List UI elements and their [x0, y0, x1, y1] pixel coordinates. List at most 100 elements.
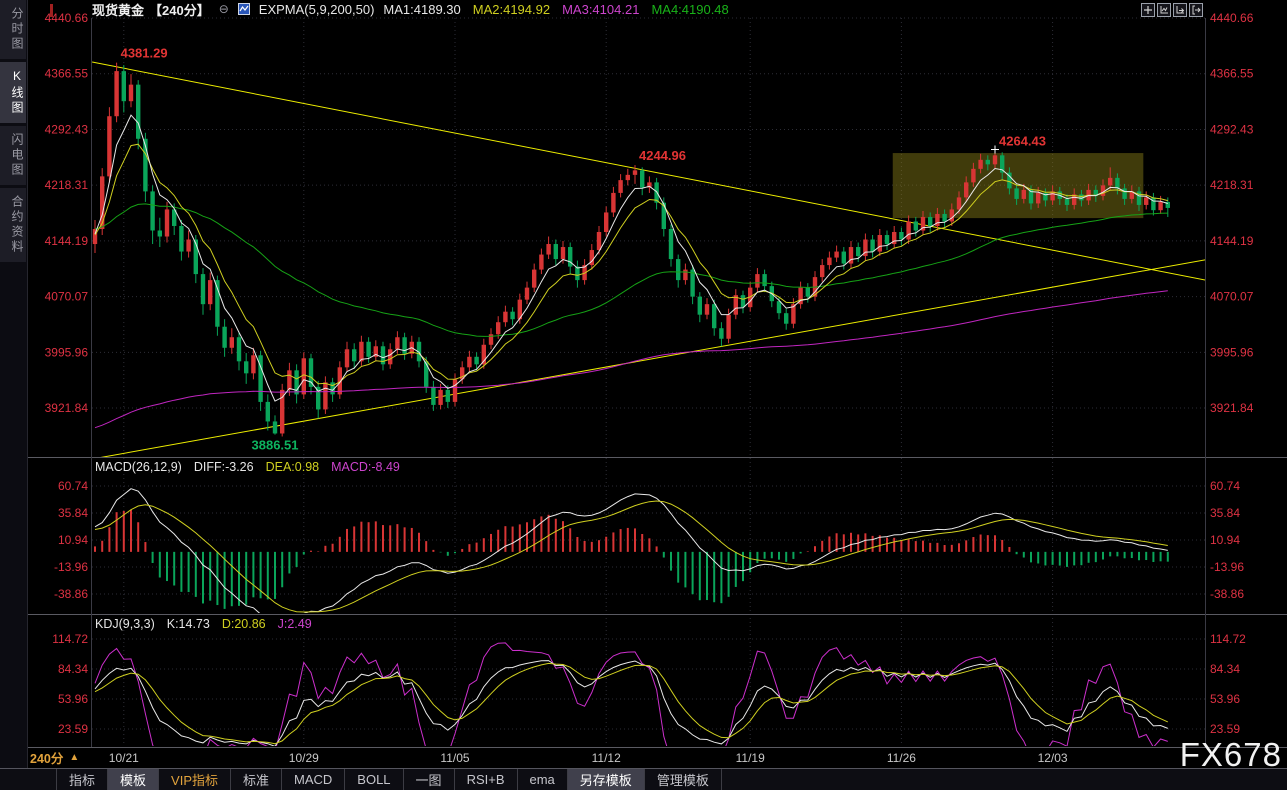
trend-line-0 [92, 61, 1205, 281]
kdj-title: KDJ(9,3,3) [95, 617, 155, 631]
toolbar-button-MACD[interactable]: MACD [282, 769, 346, 790]
svg-text:23.59: 23.59 [58, 722, 88, 736]
svg-text:4070.07: 4070.07 [45, 290, 89, 304]
trend-lines [92, 61, 1205, 457]
ema200-line [94, 290, 1168, 429]
svg-text:-38.86: -38.86 [1210, 587, 1244, 601]
svg-text:114.72: 114.72 [1210, 632, 1246, 646]
svg-text:4218.31: 4218.31 [1210, 178, 1254, 192]
date-label: 11/19 [736, 751, 765, 765]
svg-text:4381.29: 4381.29 [121, 46, 168, 61]
toolbar-button-一图[interactable]: 一图 [404, 769, 455, 790]
chart-header: 现货黄金 【240分】 ⊖ EXPMA(5,9,200,50) MA1:4189.… [92, 1, 729, 18]
svg-text:4070.07: 4070.07 [1210, 290, 1254, 304]
svg-text:11/19: 11/19 [736, 751, 765, 765]
svg-text:3921.84: 3921.84 [45, 401, 89, 415]
toolbar-button-ema[interactable]: ema [518, 769, 568, 790]
kdj-j-value: J:2.49 [277, 617, 312, 631]
svg-text:3921.84: 3921.84 [1210, 401, 1254, 415]
k-line [94, 660, 1168, 746]
svg-text:11/26: 11/26 [887, 751, 916, 765]
toolbar-button-管理模板[interactable]: 管理模板 [645, 769, 722, 790]
macd-lines [94, 488, 1168, 613]
trend-line-1 [100, 259, 1205, 457]
svg-text:84.34: 84.34 [1210, 662, 1240, 676]
period-arrow-icon: ▲ [69, 752, 80, 763]
toolbar-button-标准[interactable]: 标准 [231, 769, 283, 790]
collapse-icon[interactable]: ⊖ [218, 2, 229, 16]
svg-text:4264.43: 4264.43 [999, 134, 1046, 149]
ma-value-3: MA3:4104.21 [562, 1, 640, 17]
axis-labels: 4440.66 4440.66 4366.55 4366.55 4292.43 4292.… [45, 11, 1254, 736]
svg-text:-13.96: -13.96 [54, 560, 88, 574]
toolbar-button-BOLL[interactable]: BOLL [345, 769, 404, 790]
macd-pane-header: MACD(26,12,9) DIFF:-3.26 DEA:0.98 MACD:-… [95, 460, 400, 474]
svg-text:10.94: 10.94 [58, 533, 88, 547]
dea-line [94, 500, 1168, 613]
period-selector[interactable]: 240分 ▲ [30, 749, 79, 766]
macd-dea-value: DEA:0.98 [265, 460, 320, 474]
period-tag: 【240分】 [149, 2, 210, 18]
axis-play-icon[interactable] [1173, 3, 1187, 17]
svg-text:4144.19: 4144.19 [1210, 234, 1254, 248]
svg-text:-38.86: -38.86 [54, 587, 88, 601]
macd-hist-value: MACD:-8.49 [331, 460, 400, 474]
toolbar-button-VIP指标[interactable]: VIP指标 [159, 769, 231, 790]
ema-lines [94, 114, 1168, 429]
svg-text:53.96: 53.96 [58, 692, 88, 706]
ema9-line [94, 143, 1168, 387]
svg-text:4218.31: 4218.31 [45, 178, 89, 192]
ma-value-4: MA4:4190.48 [651, 1, 729, 17]
toolbar-button-指标[interactable]: 指标 [56, 769, 109, 790]
indicator-name: EXPMA(5,9,200,50) [258, 1, 375, 17]
toolbar-button-模板[interactable]: 模板 [108, 769, 160, 790]
svg-text:3886.51: 3886.51 [252, 438, 299, 453]
svg-text:-13.96: -13.96 [1210, 560, 1244, 574]
macd-histogram [94, 509, 1169, 609]
pan-icon[interactable] [1141, 3, 1155, 17]
svg-text:84.34: 84.34 [58, 662, 88, 676]
price-annotations: 4381.29 3886.51 4244.96 4264.43 [121, 46, 1046, 453]
instrument-title: 现货黄金 [92, 2, 145, 18]
bottom-toolbar: 指标 模板 VIP指标 标准 MACD BOLL 一图 RSI+B ema 另存模板 管理模板 [0, 768, 1287, 790]
date-label: 10/21 [109, 751, 139, 765]
svg-text:3995.96: 3995.96 [1210, 345, 1254, 359]
exit-icon[interactable] [1189, 3, 1203, 17]
toolbar-marker [50, 4, 53, 17]
period-label: 240分 [30, 752, 64, 766]
axis-chart-icon[interactable] [1157, 3, 1171, 17]
toolbar-button-RSI+B[interactable]: RSI+B [455, 769, 518, 790]
macd-title: MACD(26,12,9) [95, 460, 182, 474]
kdj-pane-header: KDJ(9,3,3) K:14.73 D:20.86 J:2.49 [95, 617, 312, 631]
candlestick-series [92, 62, 1170, 437]
sidebar-item-2[interactable]: 闪电图 [0, 126, 26, 185]
svg-text:4292.43: 4292.43 [1210, 122, 1254, 136]
svg-text:4144.19: 4144.19 [45, 234, 89, 248]
toolbar-button-另存模板[interactable]: 另存模板 [567, 769, 645, 790]
left-sidebar: 分时图 K线图闪电图合约资料 [0, 0, 28, 790]
date-label: 11/12 [592, 751, 621, 765]
svg-text:60.74: 60.74 [1210, 479, 1240, 493]
svg-text:53.96: 53.96 [1210, 692, 1240, 706]
svg-text:4366.55: 4366.55 [45, 67, 89, 81]
ma-value-2: MA2:4194.92 [472, 1, 551, 17]
ema50-line [94, 203, 1168, 337]
kdj-k-value: K:14.73 [166, 617, 210, 631]
sidebar-item-0[interactable]: 分时图 [0, 0, 26, 59]
ema5-line [94, 114, 1168, 402]
svg-text:4292.43: 4292.43 [45, 122, 89, 136]
kdj-d-value: D:20.86 [221, 617, 266, 631]
svg-text:4440.66: 4440.66 [45, 11, 89, 25]
svg-text:35.84: 35.84 [1210, 506, 1240, 520]
sidebar-item-1[interactable]: K线图 [0, 62, 26, 123]
date-label: 11/26 [887, 751, 916, 765]
svg-text:35.84: 35.84 [58, 506, 88, 520]
date-label: 11/05 [440, 751, 469, 765]
date-label: 10/29 [289, 751, 319, 765]
window-icons [1141, 3, 1203, 17]
svg-text:10/21: 10/21 [109, 751, 139, 765]
sidebar-item-3[interactable]: 合约资料 [0, 188, 26, 262]
ma-values: MA1:4189.30 MA2:4194.92 MA3:4104.21 MA4:419… [383, 2, 728, 17]
